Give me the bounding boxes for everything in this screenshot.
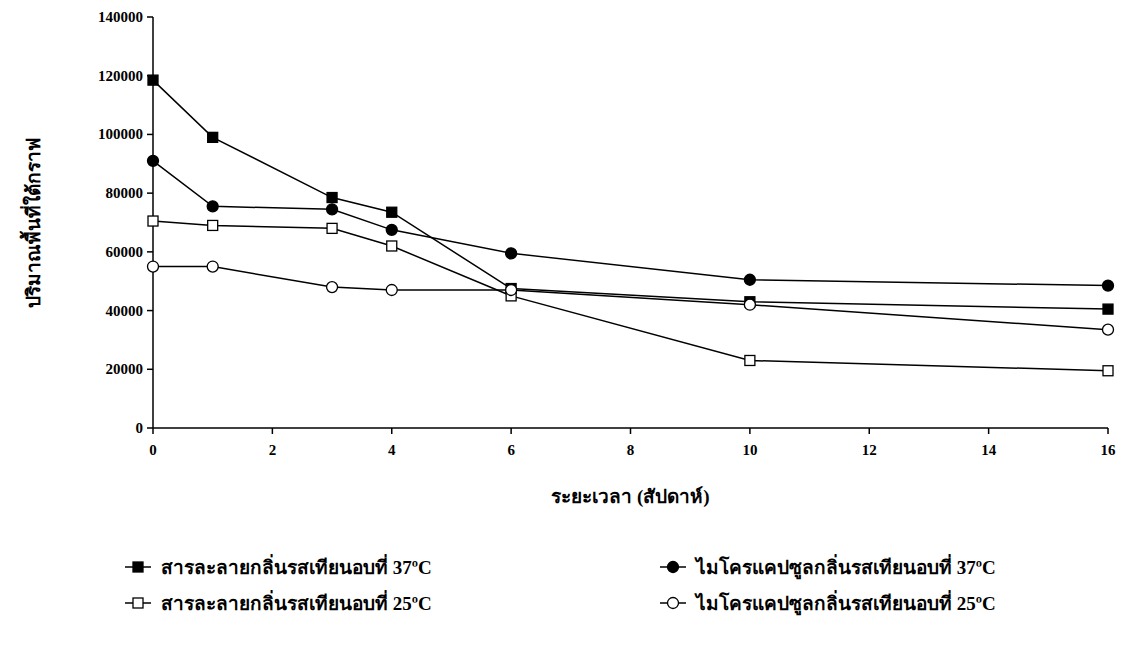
series-marker: [1103, 280, 1114, 291]
series-marker: [386, 224, 397, 235]
legend-label: สารละลายกลิ่นรสเทียนอบที่ 25ºC: [161, 590, 432, 614]
series-marker: [148, 261, 159, 272]
series-marker: [207, 201, 218, 212]
series-marker: [148, 75, 158, 85]
x-tick-label: 8: [627, 442, 635, 458]
legend-marker: [133, 598, 143, 608]
series-marker: [1103, 366, 1113, 376]
x-tick-label: 16: [1101, 442, 1117, 458]
x-tick: [391, 428, 393, 434]
series-line: [153, 161, 1108, 286]
x-tick: [272, 428, 274, 434]
series-marker: [148, 155, 159, 166]
series-marker: [327, 193, 337, 203]
x-tick: [1107, 428, 1109, 434]
x-tick: [749, 428, 751, 434]
x-tick-label: 14: [981, 442, 997, 458]
legend: สารละลายกลิ่นรสเทียนอบที่ 37ºC สารละลายกล…: [125, 554, 996, 616]
y-tick: [147, 192, 153, 194]
series-marker: [327, 223, 337, 233]
y-tick-label: 120000: [98, 68, 143, 84]
series-marker: [745, 355, 755, 365]
series-marker: [208, 132, 218, 142]
x-tick-label: 6: [507, 442, 515, 458]
y-tick: [147, 369, 153, 371]
x-tick-label: 2: [269, 442, 277, 458]
series-marker: [208, 220, 218, 230]
x-tick-label: 10: [742, 442, 757, 458]
y-tick: [147, 310, 153, 312]
chart: 0 20000 40000 60000 80000 100000 120000 140000 0…: [0, 0, 1127, 664]
series-marker: [387, 241, 397, 251]
y-axis-title: ปริมาณพื้นที่ใต้กราฟ: [19, 138, 44, 308]
x-tick: [869, 428, 871, 434]
x-tick: [152, 428, 154, 434]
series-marker: [1103, 324, 1114, 335]
x-tick-label: 0: [149, 442, 157, 458]
y-tick-label: 60000: [106, 244, 144, 260]
series-marker: [148, 216, 158, 226]
series-marker: [207, 261, 218, 272]
y-tick-label: 140000: [98, 9, 143, 25]
series-line: [153, 267, 1108, 330]
y-tick: [147, 134, 153, 136]
series-marker: [744, 274, 755, 285]
series-marker: [744, 299, 755, 310]
legend-label: ไมโครแคปซูลกลิ่นรสเทียนอบที่ 37ºC: [694, 554, 996, 580]
series-marker: [327, 204, 338, 215]
x-tick: [510, 428, 512, 434]
x-tick: [988, 428, 990, 434]
legend-marker: [133, 562, 143, 572]
x-tick: [630, 428, 632, 434]
series-marker: [506, 285, 517, 296]
y-tick-label: 80000: [106, 185, 144, 201]
legend-label: ไมโครแคปซูลกลิ่นรสเทียนอบที่ 25ºC: [694, 590, 996, 616]
series-marker: [327, 282, 338, 293]
y-tick: [147, 427, 153, 429]
y-tick-label: 40000: [106, 303, 144, 319]
series-line: [153, 221, 1108, 371]
series-marker: [386, 285, 397, 296]
x-tick-label: 4: [388, 442, 396, 458]
legend-label: สารละลายกลิ่นรสเทียนอบที่ 37ºC: [161, 554, 432, 578]
y-tick: [147, 16, 153, 18]
series-marker: [1103, 304, 1113, 314]
y-tick-label: 100000: [98, 126, 143, 142]
series-marker: [506, 248, 517, 259]
y-tick-label: 0: [136, 420, 144, 436]
y-tick-label: 20000: [106, 361, 144, 377]
x-tick-label: 12: [862, 442, 877, 458]
y-tick: [147, 251, 153, 253]
series-line: [153, 80, 1108, 309]
series-marker: [387, 207, 397, 217]
plot-area: [148, 75, 1114, 376]
legend-marker: [668, 598, 679, 609]
x-axis-title: ระยะเวลา (สัปดาห์): [551, 486, 709, 508]
legend-marker: [668, 562, 679, 573]
